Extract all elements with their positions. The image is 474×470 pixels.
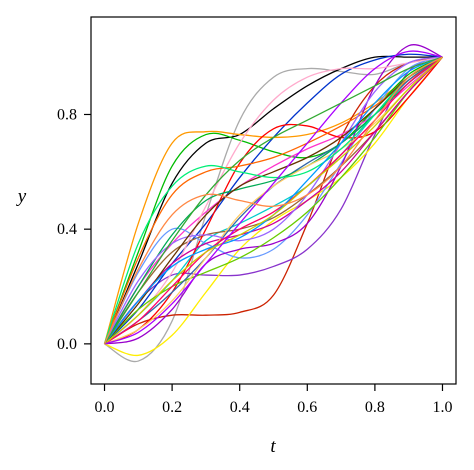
series-line-4: [104, 56, 443, 345]
y-tick-label-1: 0.4: [57, 221, 77, 238]
series-line-24: [103, 56, 443, 345]
series-line-13: [103, 56, 443, 345]
x-axis-label: t: [270, 436, 276, 457]
y-tick-label-0: 0.0: [57, 336, 77, 353]
x-axis: 0.0 0.2 0.4 0.6 0.8 1.0: [95, 384, 452, 416]
y-tick-label-2: 0.8: [57, 106, 77, 123]
x-tick-label-4: 0.8: [365, 399, 385, 416]
series-line-30: [103, 56, 443, 345]
series-line-23: [104, 56, 443, 345]
series-line-1: [104, 56, 443, 363]
plot-frame: [90, 16, 457, 385]
y-axis: 0.0 0.4 0.8: [57, 106, 91, 353]
series-line-16: [104, 56, 443, 345]
series-line-15: [104, 56, 443, 345]
series-line-29: [103, 56, 443, 345]
series-line-14: [104, 44, 443, 345]
series-line-17: [103, 56, 443, 345]
series-line-8: [104, 56, 443, 356]
x-tick-label-5: 1.0: [432, 399, 452, 416]
x-tick-label-2: 0.4: [230, 399, 250, 416]
x-tick-label-3: 0.6: [297, 399, 317, 416]
x-tick-label-1: 0.2: [162, 399, 182, 416]
series-line-20: [103, 56, 443, 345]
series-line-25: [104, 56, 443, 345]
series-line-19: [104, 56, 443, 345]
series-line-3: [103, 56, 443, 345]
y-axis-label: y: [16, 186, 27, 207]
x-tick-label-0: 0.0: [95, 399, 115, 416]
series-lines: [103, 44, 443, 363]
series-line-21: [104, 56, 443, 345]
series-line-27: [104, 56, 443, 345]
series-line-28: [104, 50, 443, 345]
